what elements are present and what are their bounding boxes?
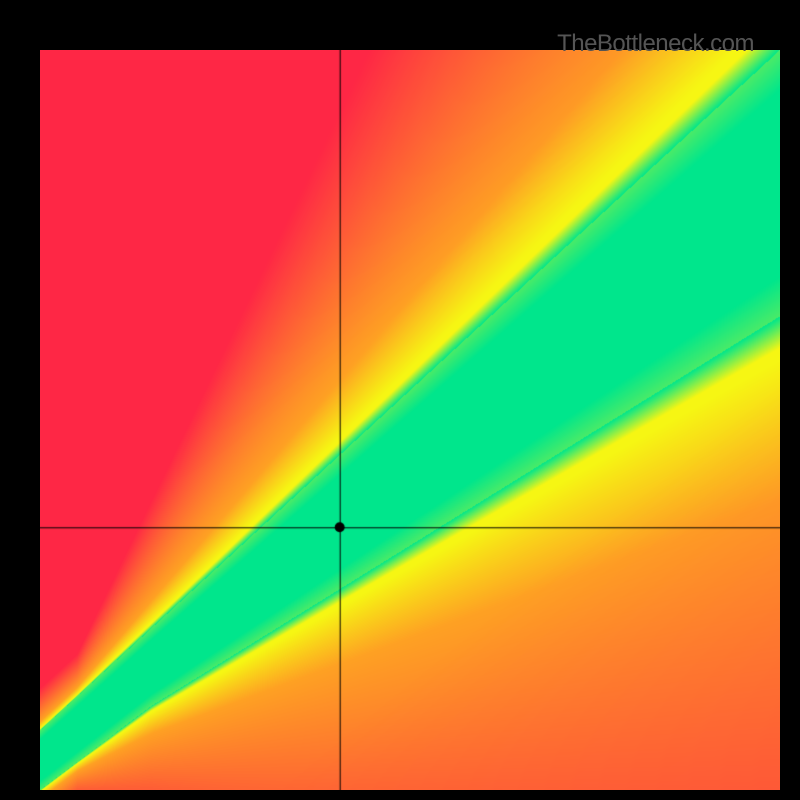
bottleneck-heatmap — [40, 50, 780, 790]
attribution-text: TheBottleneck.com — [557, 30, 754, 58]
chart-container: TheBottleneck.com — [20, 20, 780, 780]
